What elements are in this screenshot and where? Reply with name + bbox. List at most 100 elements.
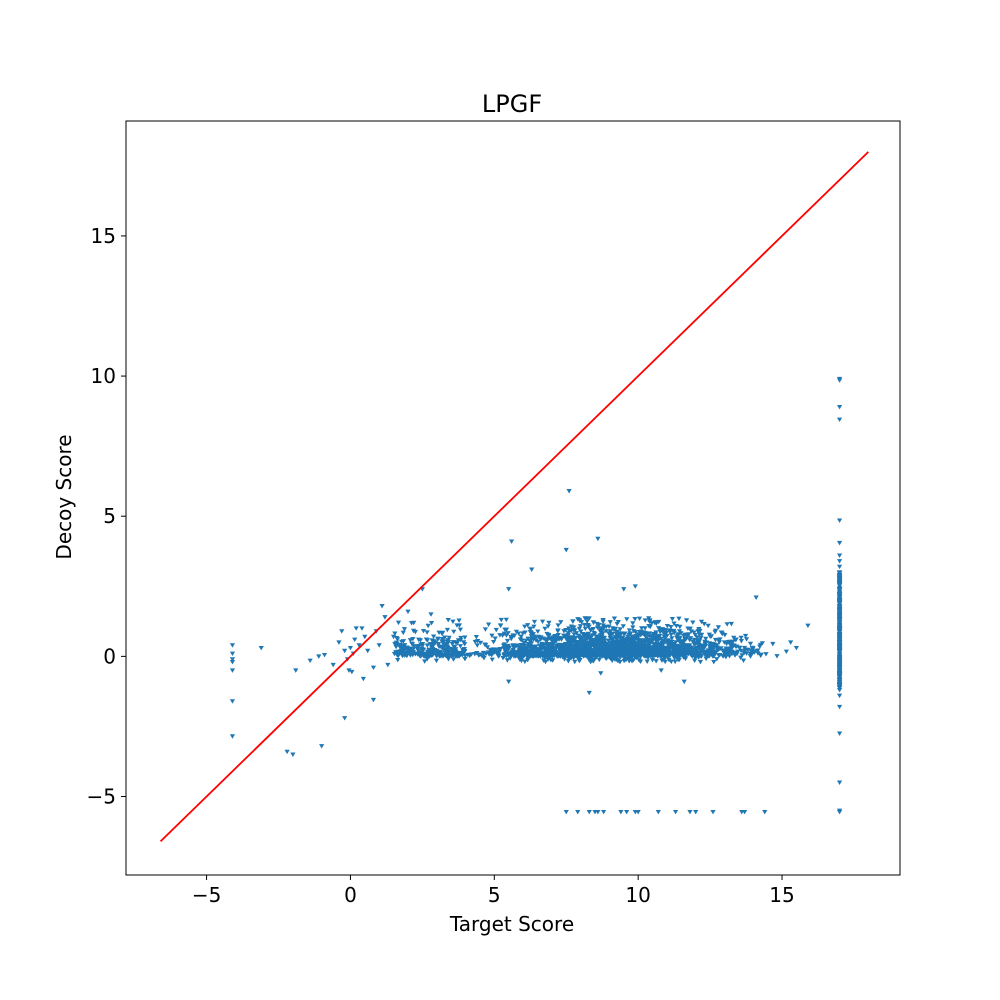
data-point xyxy=(610,631,616,637)
data-point xyxy=(687,809,693,815)
data-point xyxy=(531,652,538,657)
data-point xyxy=(576,650,582,655)
data-point xyxy=(668,639,674,645)
data-point xyxy=(424,638,431,643)
data-point xyxy=(359,626,365,631)
data-point xyxy=(690,620,696,625)
data-point xyxy=(572,640,579,646)
data-point xyxy=(565,659,571,664)
data-point xyxy=(583,650,589,655)
data-point xyxy=(502,644,508,650)
data-point xyxy=(442,635,448,640)
data-point xyxy=(490,650,496,655)
data-point xyxy=(836,637,843,642)
data-point xyxy=(229,643,236,648)
data-point xyxy=(753,595,759,600)
data-point xyxy=(692,642,698,647)
data-point xyxy=(440,630,446,636)
data-point xyxy=(660,638,666,644)
data-point xyxy=(573,652,580,657)
data-point xyxy=(705,623,711,629)
data-point xyxy=(592,646,599,651)
data-point xyxy=(523,638,529,644)
data-point xyxy=(610,627,616,632)
data-point xyxy=(681,633,687,639)
data-point xyxy=(836,587,843,593)
data-point xyxy=(662,636,668,641)
data-point xyxy=(571,625,577,630)
data-point xyxy=(395,649,401,655)
data-point xyxy=(587,652,594,657)
data-point xyxy=(548,657,554,663)
data-point xyxy=(401,649,407,654)
data-point xyxy=(563,633,569,639)
data-point xyxy=(451,652,457,657)
x-tick-label: 15 xyxy=(769,883,794,907)
data-point xyxy=(836,704,843,710)
data-point xyxy=(633,630,639,635)
data-point xyxy=(347,646,354,651)
data-point xyxy=(435,642,442,647)
data-point xyxy=(682,644,689,649)
data-point xyxy=(446,653,452,659)
data-point xyxy=(468,652,474,657)
data-point xyxy=(393,644,399,650)
data-point xyxy=(626,647,632,652)
data-point xyxy=(836,570,843,575)
data-point xyxy=(734,644,740,649)
x-axis: −5 0 5 10 15 xyxy=(192,875,795,907)
data-point xyxy=(742,809,748,815)
x-tick-label: 10 xyxy=(625,883,650,907)
data-point xyxy=(610,636,616,642)
plot-area xyxy=(159,151,869,843)
data-point xyxy=(436,630,442,636)
data-point xyxy=(718,630,724,635)
data-point xyxy=(577,624,584,629)
data-point xyxy=(552,634,558,640)
data-point xyxy=(595,536,601,542)
data-point xyxy=(444,627,451,633)
data-point xyxy=(624,809,630,815)
data-point xyxy=(728,621,734,627)
data-point xyxy=(596,657,602,663)
data-point xyxy=(617,660,623,665)
data-point xyxy=(657,651,663,656)
data-point xyxy=(481,656,487,661)
data-point xyxy=(836,599,843,604)
data-point xyxy=(836,650,843,655)
data-point xyxy=(530,632,536,637)
data-point xyxy=(836,559,843,564)
data-point xyxy=(836,677,843,682)
data-point xyxy=(399,653,406,659)
y-tick-label: −5 xyxy=(87,785,116,809)
data-point xyxy=(504,658,510,663)
data-point xyxy=(492,636,498,641)
data-point xyxy=(836,683,843,688)
data-point xyxy=(620,624,626,629)
data-point xyxy=(229,651,236,657)
data-point xyxy=(757,644,763,650)
data-point xyxy=(663,647,669,652)
data-point xyxy=(698,636,704,641)
data-point xyxy=(405,609,411,614)
data-point xyxy=(482,627,489,632)
data-point xyxy=(635,636,641,641)
data-point xyxy=(614,649,620,655)
data-point xyxy=(593,651,599,656)
data-point xyxy=(636,658,642,663)
data-point xyxy=(454,641,460,646)
data-point xyxy=(696,632,703,637)
data-point xyxy=(625,652,631,658)
data-point xyxy=(458,638,464,643)
data-point xyxy=(483,642,489,648)
data-point xyxy=(695,638,701,644)
data-point xyxy=(501,631,507,637)
data-point xyxy=(717,646,723,652)
data-point xyxy=(619,640,626,645)
data-point xyxy=(451,645,458,650)
data-point xyxy=(453,649,459,654)
data-point xyxy=(598,671,604,676)
data-point xyxy=(410,652,416,658)
data-point xyxy=(446,635,452,641)
data-point xyxy=(560,651,566,656)
